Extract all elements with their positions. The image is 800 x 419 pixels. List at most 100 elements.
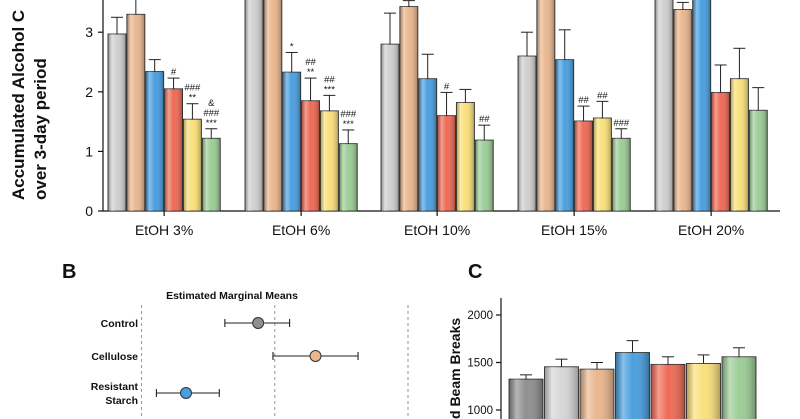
panel-a-significance-mark: ##	[578, 95, 589, 106]
panel-c-bar-shade	[580, 369, 614, 419]
panel-a-y-axis-label-line1: Accumulated Alcohol C	[9, 10, 28, 200]
panel-c-bar-group	[579, 362, 615, 419]
panel-a-bar-shade	[749, 110, 768, 211]
panel-a-bar-group	[107, 16, 127, 212]
panel-a-bar-shade	[612, 138, 631, 211]
panel-c-y-tick-label: 1500	[467, 358, 493, 370]
panel-a-significance-mark: **	[307, 67, 315, 78]
panel-a-bar-group	[555, 29, 575, 212]
panel-a-bar-group	[673, 1, 693, 212]
panel-a-bar-shade	[282, 72, 301, 211]
panel-a-significance-mark: ##	[479, 114, 490, 125]
panel-a-bar-shade	[730, 78, 749, 211]
panel-c-y-tick-label: 2000	[467, 310, 493, 322]
panel-a-significance-mark: ##	[324, 74, 335, 85]
panel-a-bar-shade	[126, 14, 145, 211]
panel-c-bar-shade	[722, 356, 756, 419]
panel-a-bars	[107, 0, 768, 212]
panel-a-significance-mark: #	[444, 81, 450, 92]
panel-c-bar-group	[544, 358, 579, 419]
panel-a-x-tick-label: EtOH 3%	[135, 222, 193, 238]
panel-a-bar-shade	[381, 44, 399, 212]
panel-a-bar-group	[574, 105, 593, 212]
panel-c-bar-shade	[686, 363, 721, 419]
panel-c-bar-shade	[544, 366, 579, 419]
panel-a-bar-shade	[301, 100, 320, 211]
panel-c-bar-shade	[509, 379, 543, 419]
panel-a-significance-mark: ##	[597, 90, 608, 101]
panel-a-x-ticks: EtOH 3% EtOH 6% EtOH 10% EtOH 15% EtOH 20%	[135, 211, 744, 238]
panel-a-bar-shade	[399, 6, 418, 211]
panel-a-bar-group	[711, 64, 730, 212]
panel-a-x-tick-label: EtOH 20%	[678, 222, 744, 238]
panel-a-bar-group	[301, 77, 320, 212]
panel-a-bar-shade	[164, 88, 183, 211]
panel-a-bar-group	[474, 124, 494, 212]
panel-a-significance-mark: ###	[340, 109, 357, 120]
panel-a-bar-group	[592, 100, 612, 212]
panel-a-bar-shade	[437, 115, 456, 211]
panel-a-bar-group	[380, 12, 400, 212]
panel-a-bar-shade	[339, 143, 358, 211]
panel-a-bar-group	[517, 31, 537, 212]
panel-a-bar-group	[654, 0, 674, 212]
panel-a-significance-mark: ###	[613, 118, 630, 129]
panel-a-bar-group	[126, 0, 146, 212]
panel-a-x-tick-label: EtOH 6%	[272, 222, 330, 238]
panel-a-significance-mark: ***	[324, 84, 335, 95]
panel-c-chart: C d Beam Breaks 1000 1500 2000	[447, 261, 757, 419]
panel-a-bar-group	[145, 59, 165, 212]
panel-a-bar-group	[536, 0, 556, 212]
panel-c-bar-group	[508, 374, 544, 419]
panel-b-row-label: Starch	[105, 395, 138, 407]
panel-a-significance-mark: *	[290, 41, 294, 52]
panel-c-axes: 1000 1500 2000	[467, 298, 502, 419]
panel-c-y-axis-label: d Beam Breaks	[447, 318, 463, 419]
panel-a-bar-group	[748, 87, 768, 212]
panel-a-bar-shade	[475, 140, 494, 211]
panel-a-bar-shade	[320, 110, 339, 211]
panel-a-bar-group	[399, 0, 419, 212]
panel-a-bar-group	[263, 0, 283, 212]
panel-a-bar-shade	[692, 0, 711, 211]
panel-c-bar-group	[721, 347, 757, 419]
panel-a-bar-shade	[145, 71, 164, 211]
panel-a-bar-group	[418, 53, 438, 212]
panel-a-bar-group	[244, 0, 264, 212]
panel-a-significance-marks: ####** &###****##**##***###***##### #####	[171, 41, 630, 129]
panel-c-bar-group	[686, 354, 721, 419]
panel-a-bar-shade	[245, 0, 263, 211]
panel-a-chart: Accumulated Alcohol C over 3-day period …	[9, 0, 780, 238]
panel-c-bar-shade	[651, 364, 685, 419]
panel-c-letter: C	[468, 261, 482, 283]
panel-a-bar-shade	[555, 59, 574, 212]
panel-a-y-tick-label: 0	[85, 203, 93, 219]
panel-b-mean-point	[309, 350, 322, 362]
panel-a-y-tick-label: 3	[85, 24, 93, 40]
panel-a-bar-group	[338, 129, 358, 212]
panel-b-row-label: Cellulose	[91, 351, 138, 363]
panel-a-significance-mark: ***	[343, 119, 354, 130]
panel-a-bar-group	[182, 103, 202, 212]
panel-a-bar-shade	[183, 119, 202, 211]
panel-b-title: Estimated Marginal Means	[166, 290, 298, 302]
panel-a-bar-group	[692, 0, 712, 212]
panel-c-bar-group	[650, 356, 686, 419]
panel-b-row-label: Resistant	[91, 381, 139, 393]
panel-a-significance-mark: #	[171, 67, 177, 78]
panel-a-significance-mark: ###	[184, 83, 201, 94]
panel-b-row-label: Control	[101, 318, 138, 330]
panel-a-bar-group	[164, 77, 184, 212]
panel-a-bar-shade	[108, 33, 126, 211]
panel-c-bar-shade	[615, 352, 650, 419]
panel-a-bar-shade	[418, 78, 437, 211]
panel-a-bar-shade	[263, 0, 282, 211]
panel-c-y-tick-label: 1000	[467, 405, 493, 417]
panel-b-plot: Control Cellulose Resistant Starch	[91, 305, 409, 419]
panel-a-bar-group	[201, 128, 221, 212]
panel-a-bar-shade	[456, 102, 475, 211]
panel-b-mean-point	[180, 387, 192, 399]
panel-b-letter: B	[62, 261, 76, 283]
panel-b-chart: B Estimated Marginal Means Control Cellul…	[62, 261, 409, 419]
